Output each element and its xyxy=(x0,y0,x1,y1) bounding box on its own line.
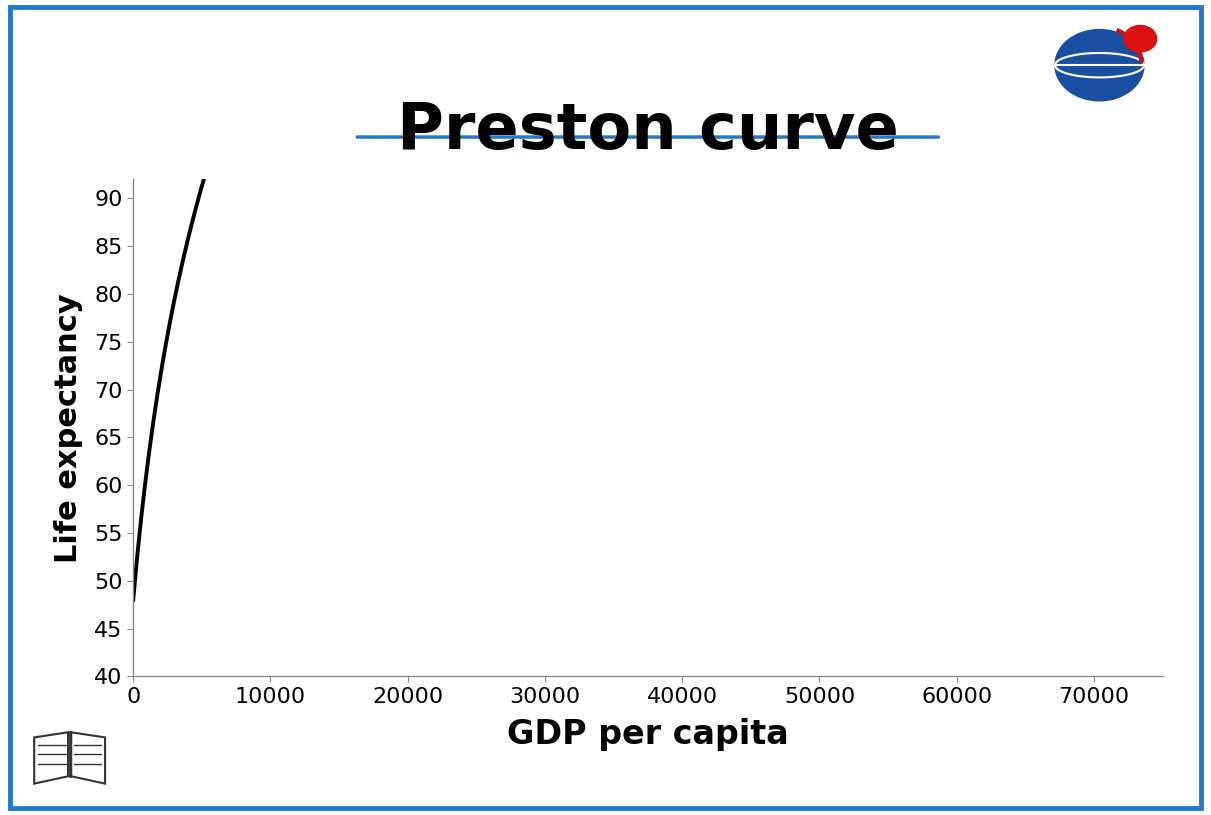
Y-axis label: Life expectancy: Life expectancy xyxy=(54,293,84,562)
Circle shape xyxy=(1055,29,1144,101)
X-axis label: GDP per capita: GDP per capita xyxy=(507,718,788,751)
Circle shape xyxy=(1124,25,1157,52)
Title: Preston curve: Preston curve xyxy=(397,99,899,161)
